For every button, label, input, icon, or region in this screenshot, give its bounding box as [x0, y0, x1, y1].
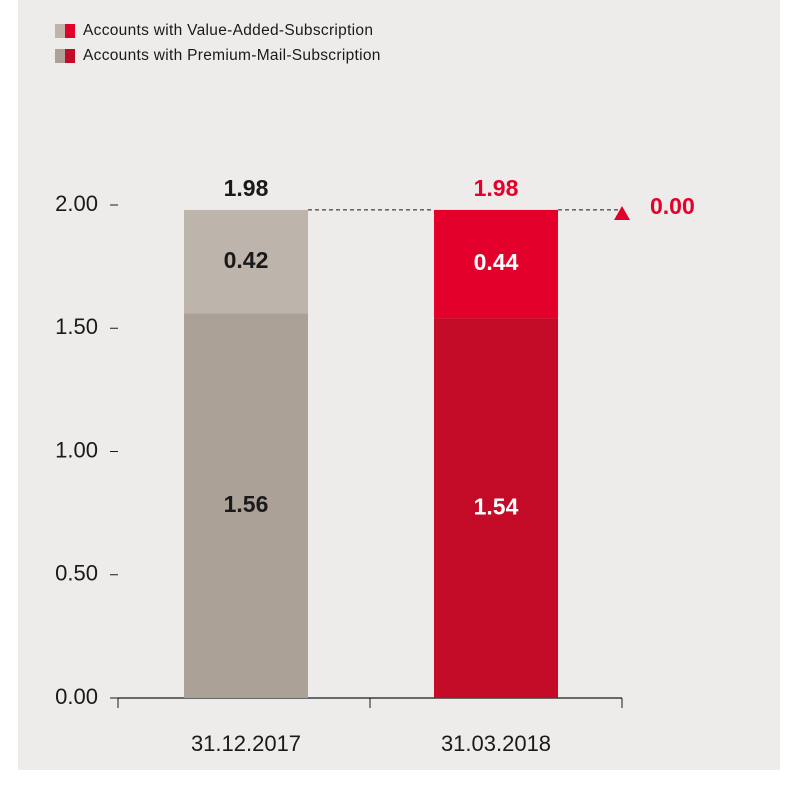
legend-swatch	[65, 49, 75, 63]
segment-label: 1.56	[224, 491, 269, 517]
bar-segment	[184, 209, 308, 314]
bar-segment	[184, 313, 308, 698]
total-label: 1.98	[224, 175, 269, 201]
total-label: 1.98	[474, 175, 519, 201]
legend-swatch	[65, 24, 75, 38]
legend-label: Accounts with Value-Added-Subscription	[83, 22, 373, 39]
legend-swatch	[55, 24, 65, 38]
x-tick-label: 31.03.2018	[441, 731, 551, 756]
segment-label: 1.54	[474, 493, 519, 519]
y-tick-label: 0.00	[55, 684, 98, 709]
panel	[18, 0, 780, 770]
x-tick-label: 31.12.2017	[191, 731, 301, 756]
bar-segment	[434, 318, 558, 698]
legend-label: Accounts with Premium-Mail-Subscription	[83, 47, 381, 64]
legend-swatch	[55, 49, 65, 63]
y-tick-label: 2.00	[55, 191, 98, 216]
change-label: 0.00	[650, 193, 695, 219]
y-tick-label: 1.00	[55, 437, 98, 462]
segment-label: 0.42	[224, 247, 269, 273]
change-marker	[614, 206, 630, 220]
bar-segment	[434, 209, 558, 319]
y-tick-label: 1.50	[55, 314, 98, 339]
y-tick-label: 0.50	[55, 561, 98, 586]
segment-label: 0.44	[474, 249, 519, 275]
